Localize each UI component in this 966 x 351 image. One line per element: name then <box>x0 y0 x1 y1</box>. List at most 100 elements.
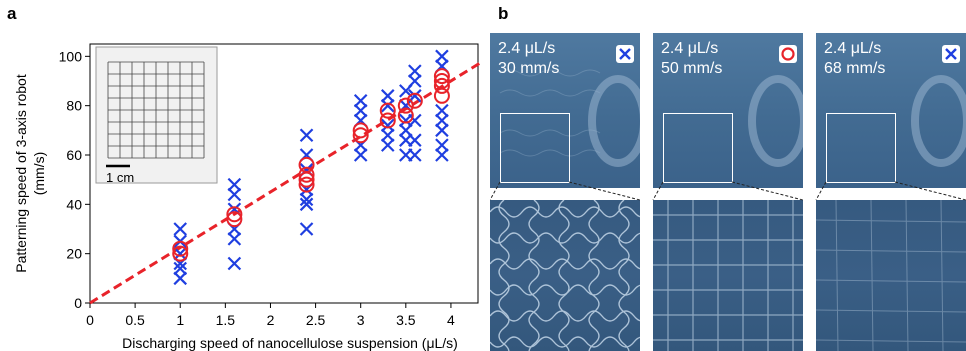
photo-top-50: 2.4 μL/s 50 mm/s <box>653 33 803 188</box>
cross-icon <box>616 45 634 63</box>
photo-panel-b: 2.4 μL/s 30 mm/s <box>490 33 966 351</box>
cross-marker <box>299 197 314 212</box>
y-tick-label: 60 <box>66 147 82 163</box>
photo-zoom-68 <box>816 200 966 351</box>
cross-marker <box>227 232 242 246</box>
y-tick-label: 100 <box>59 48 83 64</box>
cross-marker <box>435 103 449 118</box>
cross-marker <box>408 113 422 128</box>
circle-marker <box>379 112 396 129</box>
y-axis-label-line2: (mm/s) <box>31 152 47 196</box>
circle-marker <box>298 176 315 193</box>
y-axis-label-line1: Patterning speed of 3-axis robot <box>13 74 29 273</box>
cross-marker <box>299 128 314 143</box>
x-tick-label: 1 <box>176 312 184 328</box>
x-tick-label: 1.5 <box>216 312 236 328</box>
flow-rate-label: 2.4 μL/s <box>661 40 719 57</box>
inset-pattern-box <box>95 46 218 184</box>
cross-marker <box>435 148 449 162</box>
cross-marker <box>408 74 422 88</box>
circle-marker <box>433 73 450 89</box>
zoom-region-box <box>500 113 570 183</box>
circle-marker <box>352 127 369 144</box>
cross-marker <box>173 222 188 236</box>
x-tick-label: 0 <box>86 312 94 328</box>
cross-marker <box>380 128 395 143</box>
x-tick-label: 3 <box>357 312 365 328</box>
cross-marker <box>353 93 368 108</box>
cross-marker <box>353 103 368 118</box>
panel-b-label: b <box>498 4 509 23</box>
cross-marker <box>380 89 395 103</box>
photo-texture <box>748 75 803 167</box>
circle-marker <box>433 77 450 94</box>
x-tick-label: 4 <box>447 312 455 328</box>
flow-rate-label: 2.4 μL/s <box>824 40 882 57</box>
cross-marker <box>299 192 314 207</box>
cross-marker <box>353 148 368 162</box>
circle-marker <box>172 240 189 257</box>
x-tick-label: 0.5 <box>125 312 145 328</box>
cross-marker <box>435 113 449 128</box>
y-tick-label: 0 <box>74 295 82 311</box>
cross-marker <box>173 246 188 261</box>
cross-marker <box>408 148 422 162</box>
cross-marker <box>227 187 242 202</box>
y-tick-label: 20 <box>66 246 82 262</box>
grid-pattern <box>653 200 803 351</box>
fit-line <box>89 60 484 305</box>
photo-texture <box>911 75 966 167</box>
circle-marker <box>379 102 396 119</box>
photo-zoom-30 <box>490 200 640 351</box>
circle-marker <box>226 211 243 228</box>
zoom-region-box <box>826 113 896 183</box>
circle-marker <box>433 68 450 85</box>
cross-marker <box>435 123 449 138</box>
cross-marker <box>227 256 242 271</box>
circle-marker <box>406 92 423 109</box>
cross-marker <box>380 118 395 133</box>
y-tick-label: 40 <box>66 196 82 212</box>
photo-top-68: 2.4 μL/s 68 mm/s <box>816 33 966 188</box>
zoom-connectors <box>490 181 966 201</box>
panel-a-label: a <box>7 4 17 23</box>
scale-bar-label: 1 cm <box>106 170 134 185</box>
photo-top-30: 2.4 μL/s 30 mm/s <box>490 33 640 188</box>
circle-marker <box>298 156 315 173</box>
circle-marker <box>397 107 414 124</box>
x-axis-label: Discharging speed of nanocellulose suspe… <box>122 335 458 351</box>
cross-marker <box>173 261 188 276</box>
x-tick-label: 2.5 <box>306 312 326 328</box>
cross-icon <box>942 45 960 63</box>
x-tick-label: 2 <box>267 312 275 328</box>
circle-marker <box>298 166 315 183</box>
inset-meander-pattern <box>107 61 205 159</box>
circle-marker <box>352 122 369 139</box>
speed-label: 30 mm/s <box>498 60 560 77</box>
circle-marker <box>172 245 189 262</box>
cross-marker <box>435 49 449 64</box>
cross-marker <box>380 138 395 152</box>
plot-frame <box>89 43 479 304</box>
cross-marker <box>408 64 422 78</box>
cross-marker <box>408 133 422 147</box>
wavy-pattern <box>490 200 640 351</box>
cross-marker <box>173 271 188 286</box>
speed-label: 50 mm/s <box>661 60 723 77</box>
circle-icon <box>779 45 797 63</box>
faint-pattern <box>816 200 966 351</box>
cross-marker <box>227 177 242 192</box>
cross-marker <box>380 98 395 113</box>
zoom-region-box <box>663 113 733 183</box>
speed-label: 68 mm/s <box>824 60 886 77</box>
cross-marker <box>435 138 449 152</box>
circle-marker <box>226 206 243 223</box>
photo-texture <box>499 69 640 167</box>
flow-rate-label: 2.4 μL/s <box>498 40 556 57</box>
x-tick-label: 3.5 <box>396 312 416 328</box>
y-tick-label: 80 <box>66 98 82 114</box>
circle-marker <box>397 97 414 114</box>
cross-marker <box>299 222 314 236</box>
photo-zoom-50 <box>653 200 803 351</box>
